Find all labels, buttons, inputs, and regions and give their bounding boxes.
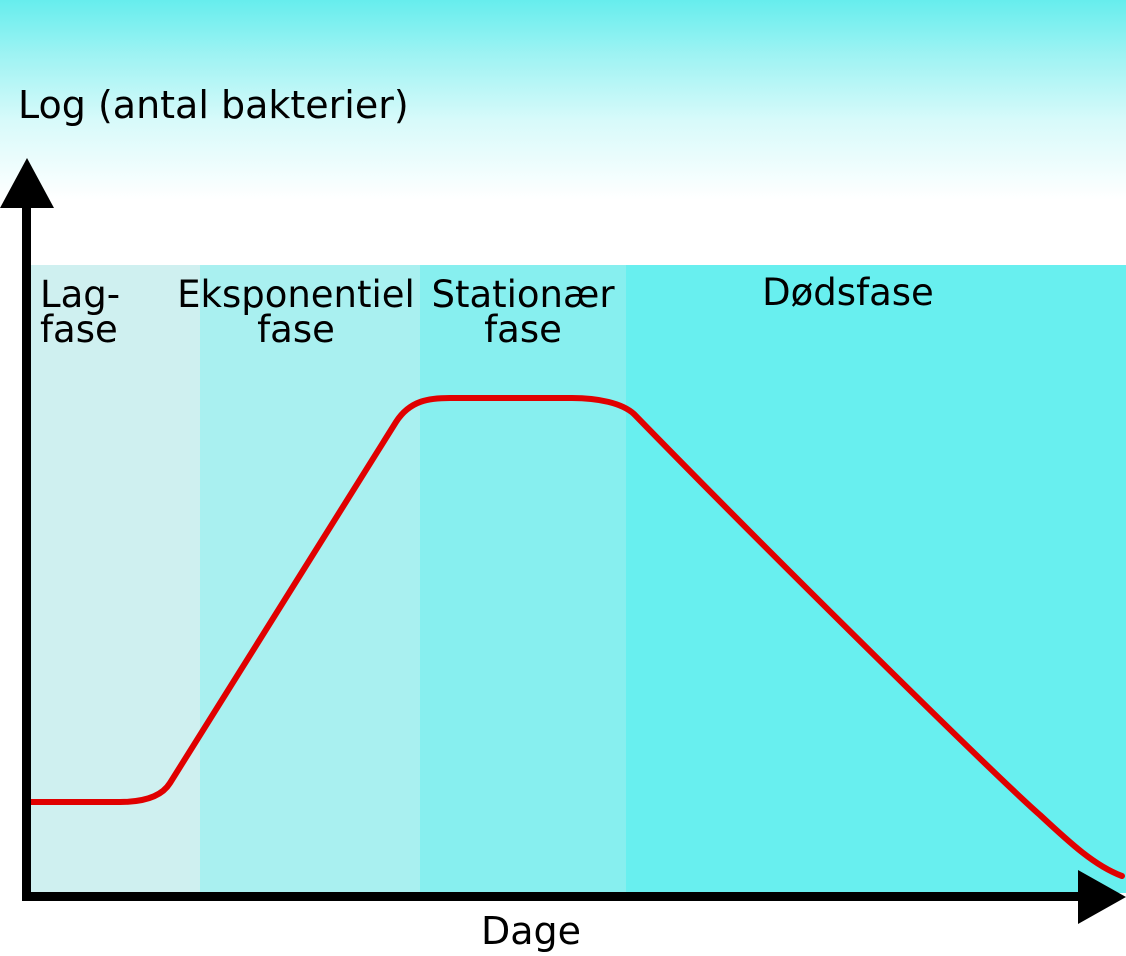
x-axis-arrowhead xyxy=(1078,870,1126,924)
phase-band-lag xyxy=(30,265,200,893)
phase-label-lag-line1: Lag- xyxy=(40,273,120,316)
phase-band-death xyxy=(626,265,1126,893)
phase-label-exponential-line1: Eksponentiel xyxy=(177,273,415,316)
x-axis-line xyxy=(22,892,1082,901)
phase-label-exponential-line2: fase xyxy=(257,308,335,351)
y-axis-label: Log (antal bakterier) xyxy=(18,83,409,127)
x-axis-label: Dage xyxy=(481,909,581,953)
phase-band-stationary xyxy=(420,265,626,893)
phase-label-death: Dødsfase xyxy=(762,271,934,314)
phase-label-stationary-line1: Stationær xyxy=(431,273,615,316)
phase-label-stationary-line2: fase xyxy=(484,308,562,351)
phase-band-exponential xyxy=(200,265,420,893)
phase-label-lag-line2: fase xyxy=(40,308,118,351)
y-axis-line xyxy=(22,200,31,897)
growth-curve xyxy=(27,395,1125,879)
y-axis-arrowhead xyxy=(0,158,54,208)
